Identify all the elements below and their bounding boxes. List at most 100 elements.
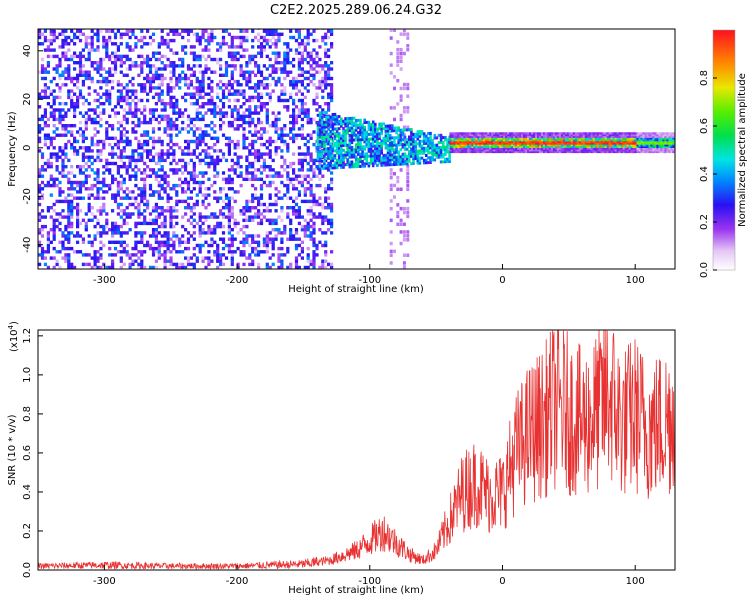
spectrogram-cell xyxy=(40,228,45,232)
spectrogram-cell xyxy=(248,215,252,219)
spectrogram-cell xyxy=(283,224,287,229)
spectrogram-cell xyxy=(541,137,544,140)
spectrogram-cell xyxy=(294,83,299,87)
spectrogram-cell xyxy=(519,132,522,135)
spectrogram-cell xyxy=(119,259,123,263)
spectrogram-cell xyxy=(43,111,47,115)
spectrogram-cell xyxy=(111,61,115,65)
spectrogram-cell xyxy=(505,139,508,142)
spectrogram-cell xyxy=(87,240,91,244)
spectrogram-cell xyxy=(491,139,494,142)
spectrogram-cell xyxy=(489,137,492,140)
spectrogram-cell xyxy=(216,42,220,46)
spectrogram-cell xyxy=(315,102,319,106)
spectrogram-cell xyxy=(315,108,319,112)
spectrogram-cell xyxy=(406,214,410,219)
spectrogram-cell xyxy=(125,250,129,254)
spectrogram-cell xyxy=(331,147,335,150)
spectrogram-cell xyxy=(166,64,170,68)
spectrogram-cell xyxy=(316,113,320,117)
spectrogram-cell xyxy=(227,215,231,219)
spectrogram-cell xyxy=(380,132,383,136)
spectrogram-cell xyxy=(346,131,349,135)
spectrogram-cell xyxy=(122,127,126,131)
spectrogram-cell xyxy=(143,61,147,65)
spectrogram-cell xyxy=(105,51,109,55)
spectrogram-cell xyxy=(90,64,94,68)
spectrogram-cell xyxy=(527,145,530,148)
spectrogram-cell xyxy=(113,42,118,46)
spectrogram-cell xyxy=(140,45,144,49)
spectrogram-cell xyxy=(157,168,161,172)
spectrogram-cell xyxy=(245,215,249,219)
spectrogram-cell xyxy=(125,221,129,226)
spectrogram-cell xyxy=(119,202,123,207)
spectrogram-cell xyxy=(87,102,91,106)
spectrogram-cell xyxy=(163,234,167,238)
spectrogram-cell xyxy=(550,147,554,150)
spectrogram-cell xyxy=(271,70,275,74)
spectrogram-cell xyxy=(49,136,53,140)
spectrogram-cell xyxy=(297,193,301,197)
spectrogram-cell xyxy=(399,187,403,191)
spectrogram-cell xyxy=(442,145,445,149)
spectrogram-cell xyxy=(402,137,406,141)
spectrogram-cell xyxy=(552,137,556,140)
spectrogram-cell xyxy=(178,111,182,115)
spectrogram-cell xyxy=(189,190,193,194)
spectrogram-cell xyxy=(227,139,231,144)
spectrogram-cell xyxy=(280,206,284,210)
spectrogram-cell xyxy=(184,256,188,260)
spectrogram-cell xyxy=(73,61,77,65)
spectrogram-cell xyxy=(78,171,83,175)
spectrogram-cell xyxy=(125,102,129,106)
spectrogram-cell xyxy=(257,67,261,71)
spectrogram-cell xyxy=(242,231,246,235)
spectrogram-cell xyxy=(137,240,141,244)
spectrogram-cell xyxy=(465,134,468,137)
spectrogram-cell xyxy=(257,86,261,90)
spectrogram-cell xyxy=(46,243,50,248)
spectrogram-cell xyxy=(140,265,144,269)
spectrogram-cell xyxy=(483,149,486,152)
spectrogram-cell xyxy=(473,134,476,137)
spectrogram-cell xyxy=(346,153,349,157)
spectrogram-cell xyxy=(221,89,226,93)
spectrogram-cell xyxy=(137,158,141,163)
spectrogram-cell xyxy=(479,144,482,147)
spectrogram-cell xyxy=(160,196,164,200)
spectrogram-cell xyxy=(517,140,520,143)
spectrogram-cell xyxy=(388,153,392,157)
spectrogram-cell xyxy=(160,221,164,226)
spectrogram-cell xyxy=(154,234,158,238)
spectrogram-cell xyxy=(251,133,255,137)
spectrogram-cell xyxy=(481,140,484,143)
spectrogram-cell xyxy=(230,253,234,257)
spectrogram-cell xyxy=(248,98,252,103)
spectrogram-cell xyxy=(449,144,452,147)
spectrogram-cell xyxy=(116,146,120,150)
spectrogram-cell xyxy=(84,70,88,74)
spectrogram-cell xyxy=(108,168,112,172)
spectrogram-cell xyxy=(459,142,462,145)
spectrogram-cell xyxy=(198,190,202,194)
spectrogram-cell xyxy=(535,132,538,135)
spectrogram-cell xyxy=(477,135,480,138)
spectrogram-cell xyxy=(230,64,234,68)
spectrogram-cell xyxy=(146,64,150,68)
spectrogram-cell xyxy=(204,155,208,159)
spectrogram-cell xyxy=(369,152,373,156)
spectrogram-cell xyxy=(201,199,205,204)
spectrogram-cell xyxy=(102,228,106,232)
spectrogram-cell xyxy=(172,64,176,68)
spectrogram-cell xyxy=(268,73,272,77)
spectrogram-cell xyxy=(268,38,272,43)
spectrogram-cell xyxy=(137,202,141,207)
spectrogram-cell xyxy=(292,183,296,188)
spectrogram-cell xyxy=(386,143,390,147)
spectrogram-cell xyxy=(475,147,478,150)
spectrogram-cell xyxy=(172,73,176,77)
spectrogram-cell xyxy=(169,136,173,140)
spectrogram-cell xyxy=(442,148,445,152)
spectrogram-cell xyxy=(116,171,120,175)
